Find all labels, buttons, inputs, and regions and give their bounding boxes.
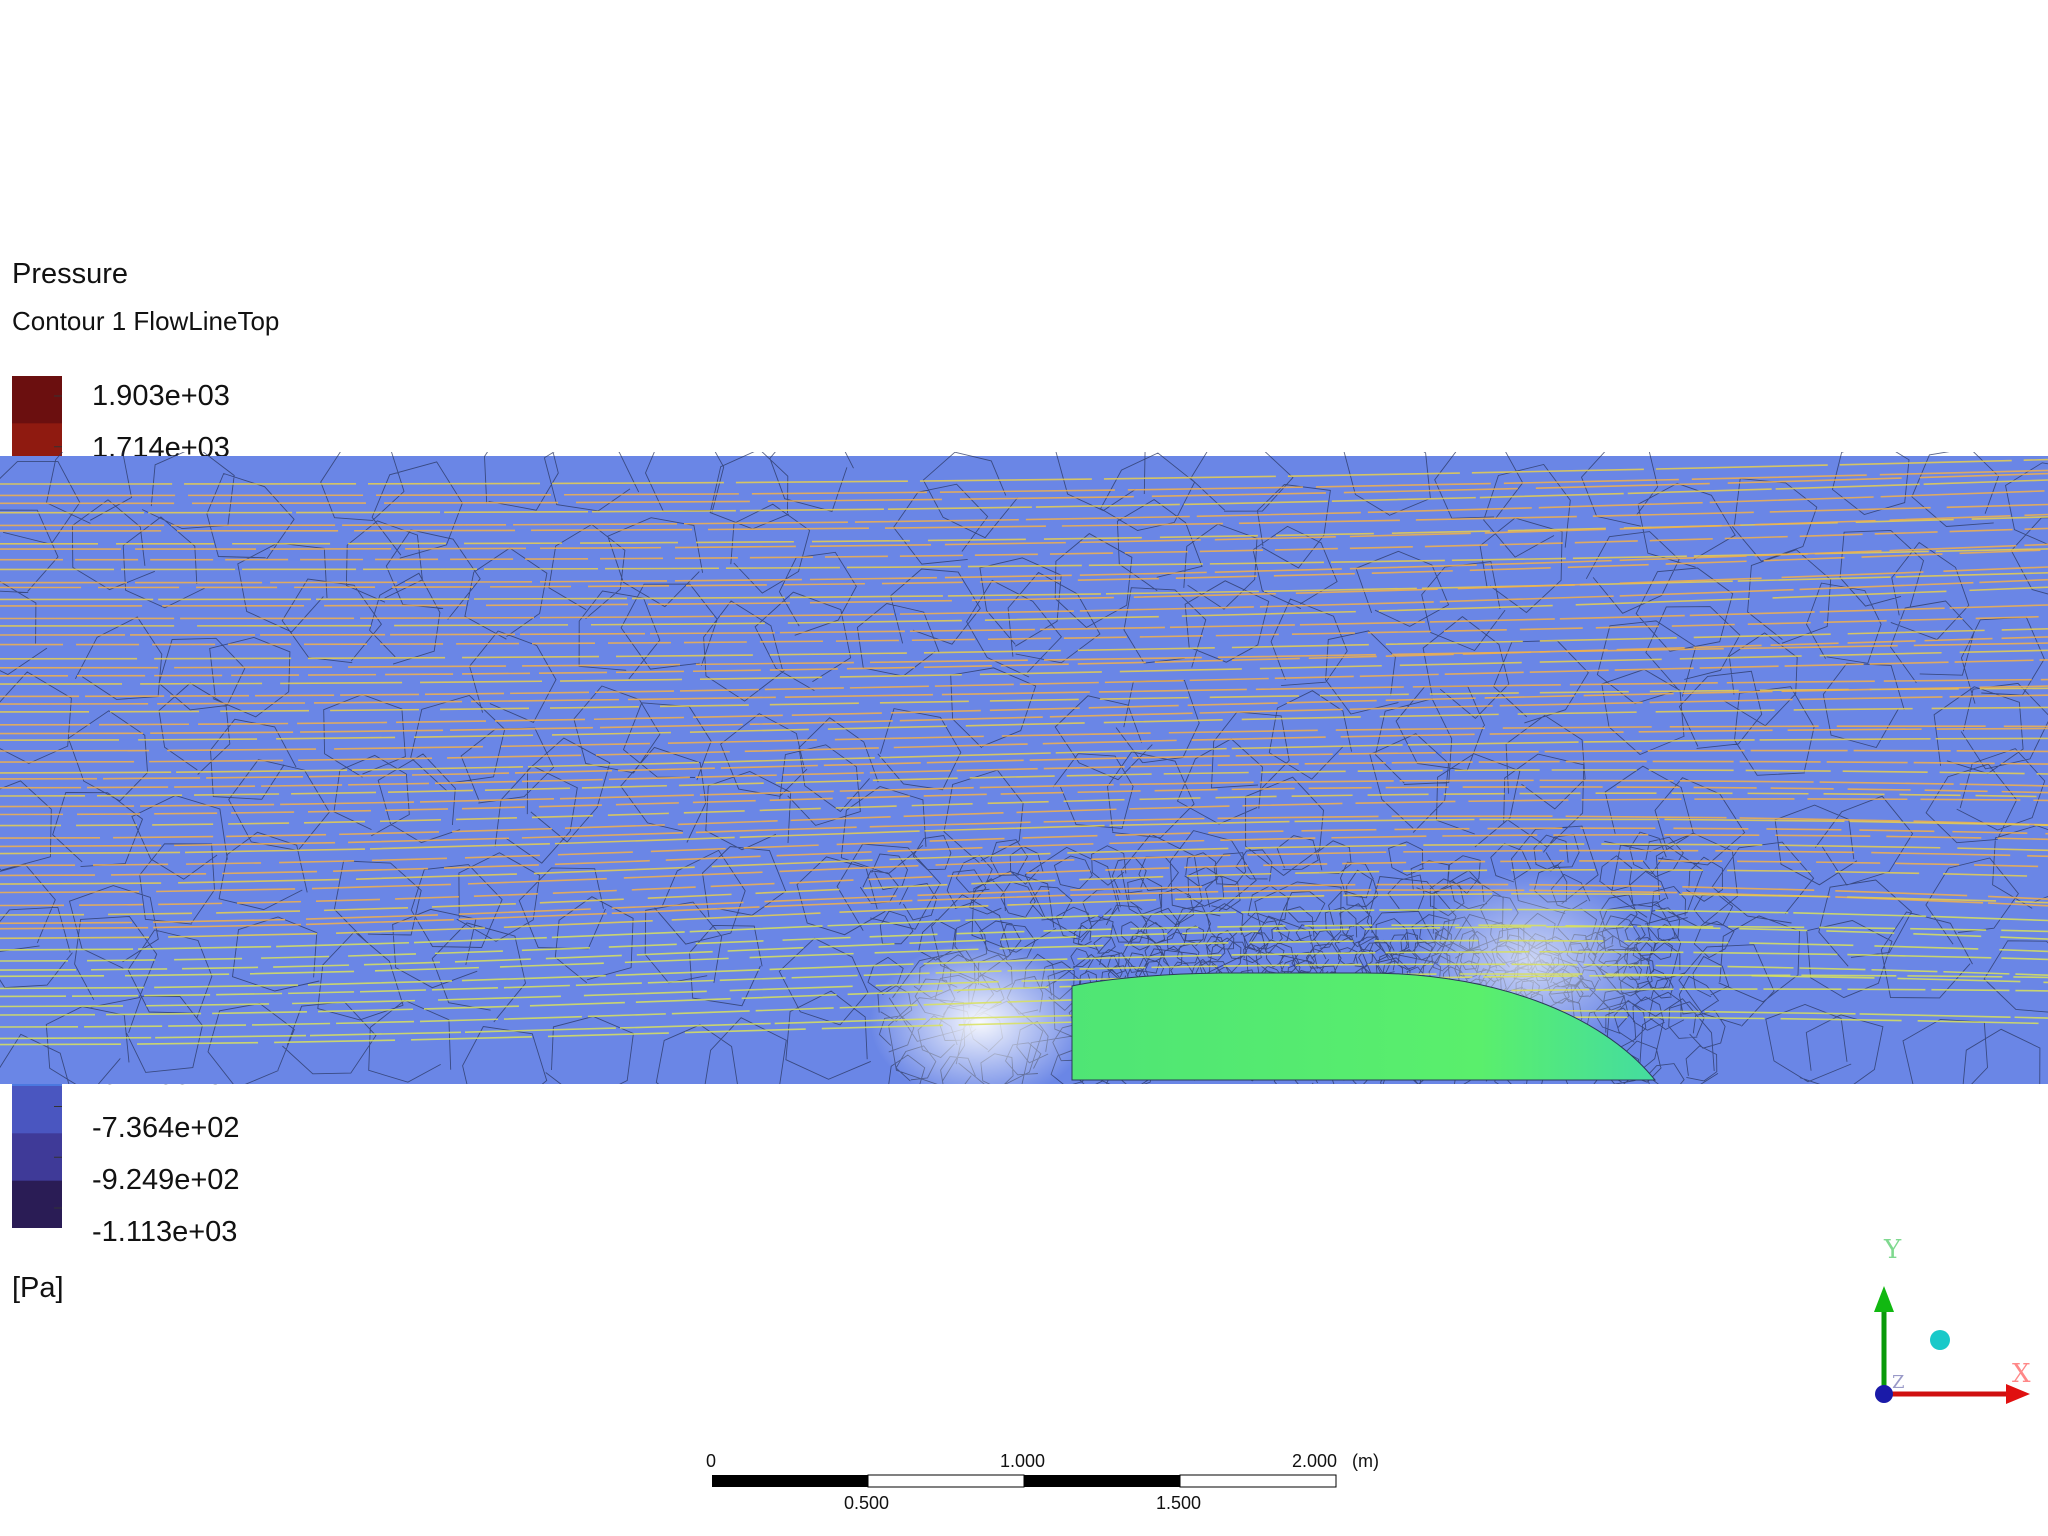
streamline [0, 924, 2048, 962]
scale-bar-seg-3 [1024, 1475, 1180, 1487]
streamline [0, 513, 2048, 550]
streamline [0, 566, 2048, 607]
streamline [0, 869, 2048, 916]
streamlines [0, 458, 2048, 1046]
streamline [0, 737, 2048, 774]
legend-tick-label: -9.249e+02 [92, 1163, 240, 1196]
streamline [0, 527, 2048, 561]
flow-domain-view[interactable] [0, 452, 2048, 1084]
streamline [0, 479, 2048, 514]
streamline [0, 549, 2048, 589]
scalebar-label-2: 2.000 [1292, 1451, 1338, 1471]
scalebar-unit: (m) [1352, 1451, 1379, 1471]
x-axis-arrow [2006, 1384, 2030, 1404]
streamline [0, 685, 2048, 726]
streamline [0, 472, 2048, 505]
streamline [0, 860, 2048, 907]
stagnation-glow [870, 942, 1090, 1084]
scale-bar-seg-2 [867, 1474, 1025, 1488]
streamline [0, 786, 2048, 816]
streamline [0, 469, 2048, 497]
streamline [0, 925, 2048, 971]
colorbar-band [12, 376, 62, 424]
streamline [0, 642, 2048, 669]
streamline [0, 543, 2048, 584]
streamline [0, 687, 2048, 713]
streamline [0, 458, 2048, 485]
legend-tick-label: -1.113e+03 [92, 1216, 238, 1248]
streamline [0, 988, 2048, 1028]
colorbar-band [12, 1180, 62, 1228]
streamline [0, 815, 2048, 848]
streamline [0, 694, 2048, 735]
streamline [0, 725, 2048, 752]
streamline [0, 950, 2048, 990]
triad-x-label: X [2012, 1359, 2031, 1389]
streamline [0, 1009, 2048, 1040]
streamline [0, 636, 2048, 677]
scale-bar [712, 1474, 1337, 1488]
streamline [0, 908, 2048, 951]
streamline [0, 649, 2048, 685]
streamline [0, 883, 2048, 925]
streamline [0, 490, 2048, 527]
streamline [0, 963, 2048, 998]
scalebar-label-0: 0 [706, 1451, 717, 1471]
scalebar-label-1: 1.000 [1000, 1451, 1046, 1471]
legend-units: [Pa] [12, 1272, 64, 1304]
streamline [0, 939, 2048, 978]
streamline [0, 833, 2048, 877]
streamline [0, 849, 2048, 894]
streamline [0, 779, 2048, 808]
streamline [0, 706, 2048, 741]
triad-y-label: Y [1883, 1235, 1902, 1265]
streamline [0, 974, 2048, 1016]
streamline [0, 827, 2048, 867]
streamline [0, 586, 2048, 627]
streamline [0, 604, 2048, 636]
streamline [0, 892, 2048, 940]
scale-bar-seg-1 [712, 1475, 868, 1487]
colorbar-band [12, 1133, 62, 1182]
triad-z-label: Z [1892, 1372, 1905, 1393]
legend-tick-label: -7.364e+02 [92, 1111, 240, 1144]
streamline [0, 769, 2048, 797]
scale-bar-seg-4 [1179, 1474, 1337, 1488]
streamline [0, 798, 2048, 839]
streamline [0, 1016, 2048, 1046]
legend-subtitle: Contour 1 FlowLineTop [12, 306, 280, 336]
body-surface [1071, 972, 1657, 1081]
streamline [0, 503, 2048, 532]
colorbar-band [12, 1086, 62, 1134]
view-sphere-icon [1930, 1330, 1950, 1350]
streamline [0, 628, 2048, 660]
legend-title: Pressure [12, 258, 129, 290]
legend-tick-label: 1.903e+03 [92, 380, 230, 412]
streamline [0, 760, 2048, 789]
streamline [0, 615, 2048, 646]
streamline [0, 678, 2048, 705]
streamline [0, 792, 2048, 827]
scalebar-label-0-5: 0.500 [844, 1493, 890, 1513]
streamline [0, 843, 2048, 885]
streamline [0, 889, 2048, 930]
axis-triad: X Y Z [1874, 1235, 2031, 1404]
y-axis-arrow [1874, 1286, 1894, 1312]
streamline [0, 548, 2048, 571]
streamline [0, 749, 2048, 780]
scalebar-label-1-5: 1.500 [1156, 1493, 1202, 1513]
streamline [0, 659, 2048, 698]
z-axis-origin [1875, 1385, 1893, 1403]
streamline [0, 818, 2048, 855]
streamline [0, 578, 2048, 620]
streamline [0, 973, 2048, 1008]
streamline [0, 727, 2048, 763]
streamline [0, 572, 2048, 601]
